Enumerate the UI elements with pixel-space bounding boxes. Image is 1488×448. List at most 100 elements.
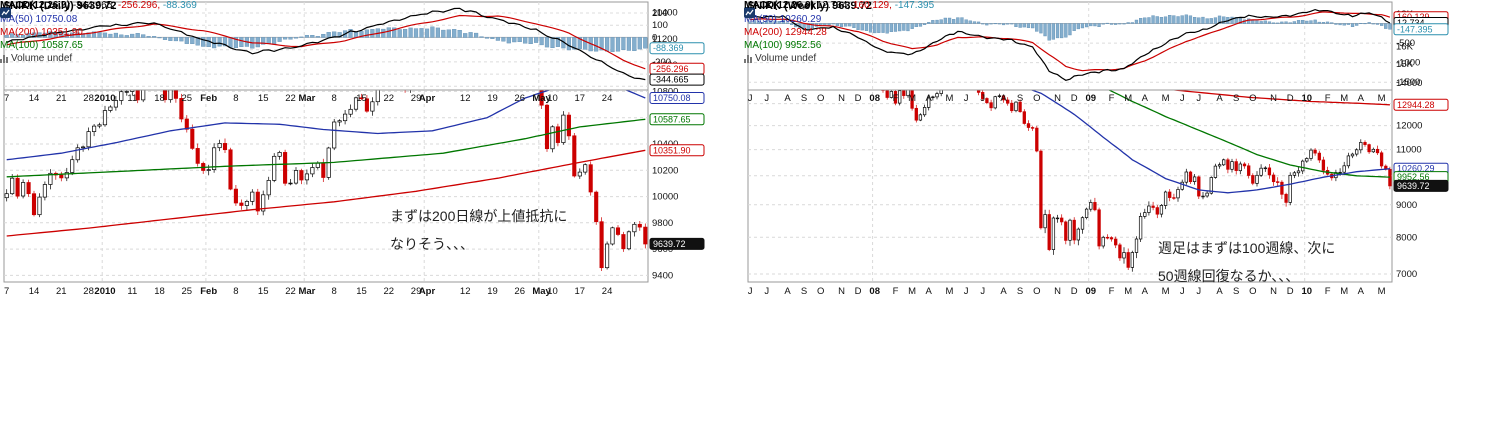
weekly-annotation: 週足はまずは100週線、次に 50週線回復なるか、、、 — [1158, 240, 1336, 284]
svg-text:08: 08 — [869, 286, 880, 297]
svg-text:26: 26 — [514, 93, 525, 104]
svg-text:D: D — [855, 93, 862, 104]
svg-text:28: 28 — [83, 286, 94, 297]
svg-text:Apr: Apr — [419, 286, 436, 297]
macd-hist-value: -88.369 — [162, 0, 197, 11]
svg-text:12944.28: 12944.28 — [1397, 100, 1435, 110]
ma50-legend: MA(50) 10260.29 — [744, 14, 822, 25]
svg-text:24: 24 — [602, 286, 613, 297]
svg-text:Mar: Mar — [298, 93, 315, 104]
svg-text:11400: 11400 — [652, 8, 678, 19]
weekly-chart-panel: 18K17K16K15K1400012000110009000800070001… — [744, 0, 1488, 448]
svg-text:2010: 2010 — [94, 93, 115, 104]
svg-text:9800: 9800 — [652, 218, 673, 229]
svg-text:May: May — [532, 93, 551, 104]
svg-text:17: 17 — [575, 286, 586, 297]
svg-text:11000: 11000 — [1396, 145, 1422, 156]
svg-text:10200: 10200 — [652, 165, 678, 176]
svg-text:100: 100 — [652, 20, 668, 31]
svg-text:10: 10 — [1302, 286, 1313, 297]
svg-text:9639.72: 9639.72 — [1397, 181, 1430, 191]
svg-text:200: 200 — [652, 8, 668, 19]
svg-text:A: A — [1000, 286, 1007, 297]
volume-legend: Volume undef — [744, 52, 872, 65]
svg-text:8000: 8000 — [1396, 232, 1417, 243]
svg-text:8: 8 — [233, 286, 238, 297]
ma50-legend: MA(50) 10750.08 — [0, 14, 78, 25]
svg-text:14: 14 — [29, 286, 40, 297]
svg-text:Mar: Mar — [298, 286, 315, 297]
svg-text:A: A — [1142, 93, 1149, 104]
svg-text:10: 10 — [1302, 93, 1313, 104]
svg-text:D: D — [855, 286, 862, 297]
svg-text:10351.90: 10351.90 — [653, 145, 691, 155]
svg-text:A: A — [1216, 286, 1223, 297]
svg-text:O: O — [1249, 93, 1256, 104]
svg-text:24: 24 — [602, 93, 613, 104]
svg-text:S: S — [1233, 93, 1239, 104]
svg-text:15: 15 — [258, 286, 269, 297]
svg-text:M: M — [908, 93, 916, 104]
svg-text:S: S — [1017, 286, 1023, 297]
svg-text:12000: 12000 — [1396, 121, 1422, 132]
svg-text:29: 29 — [411, 93, 422, 104]
volume-bars-icon — [0, 54, 8, 63]
daily-legend: $NIKK (Daily) 9639.72 MA(50) 10750.08 MA… — [0, 0, 117, 65]
svg-text:21: 21 — [56, 93, 67, 104]
svg-text:-344.665: -344.665 — [653, 75, 689, 85]
svg-text:12.734: 12.734 — [1397, 18, 1425, 28]
svg-text:M: M — [946, 93, 954, 104]
svg-text:7: 7 — [4, 93, 9, 104]
svg-text:A: A — [1216, 93, 1223, 104]
svg-text:A: A — [1142, 286, 1149, 297]
svg-text:Apr: Apr — [419, 93, 436, 104]
svg-text:15K: 15K — [1396, 59, 1414, 70]
svg-text:S: S — [1017, 93, 1023, 104]
svg-text:17: 17 — [575, 93, 586, 104]
svg-text:J: J — [764, 93, 769, 104]
svg-text:25: 25 — [182, 286, 193, 297]
macd-signal-value: -256.296, — [117, 0, 161, 11]
svg-text:12: 12 — [460, 93, 471, 104]
weekly-title-row: $NIKK (Weekly) 9639.72 — [744, 0, 872, 18]
svg-text:O: O — [1249, 286, 1256, 297]
svg-text:D: D — [1287, 93, 1294, 104]
svg-text:O: O — [1033, 286, 1040, 297]
svg-text:A: A — [784, 286, 791, 297]
volume-bars-icon — [744, 54, 752, 63]
svg-text:N: N — [1054, 93, 1061, 104]
svg-text:14000: 14000 — [1396, 78, 1422, 89]
svg-text:22: 22 — [384, 93, 395, 104]
svg-text:10: 10 — [547, 93, 558, 104]
svg-text:A: A — [926, 93, 933, 104]
svg-text:A: A — [1358, 93, 1365, 104]
svg-text:A: A — [1358, 286, 1365, 297]
macd-label: MACD(12,26,9) — [0, 0, 71, 11]
svg-text:S: S — [801, 93, 807, 104]
svg-text:F: F — [1109, 286, 1115, 297]
svg-text:12: 12 — [460, 286, 471, 297]
svg-text:J: J — [1196, 93, 1201, 104]
svg-text:9000: 9000 — [1396, 200, 1417, 211]
svg-text:11: 11 — [127, 93, 137, 104]
svg-text:22: 22 — [285, 286, 296, 297]
weekly-legend: $NIKK (Weekly) 9639.72 MA(50) 10260.29 M… — [744, 0, 872, 65]
macd-signal-value: 160.129, — [852, 0, 892, 11]
svg-text:J: J — [748, 93, 753, 104]
svg-text:25: 25 — [182, 93, 193, 104]
svg-text:-88.369: -88.369 — [653, 43, 684, 53]
svg-text:22: 22 — [285, 93, 296, 104]
macd-label: MACD(12,26,9) — [744, 0, 815, 11]
svg-text:9952.56: 9952.56 — [1397, 172, 1430, 182]
ma200-legend: MA(200) 10351.90 — [0, 27, 83, 38]
daily-title-row: $NIKK (Daily) 9639.72 — [0, 0, 117, 18]
macd-value: 12.734, — [816, 0, 851, 11]
svg-text:D: D — [1071, 286, 1078, 297]
svg-text:F: F — [893, 286, 899, 297]
svg-text:15: 15 — [356, 93, 367, 104]
ma100-legend: MA(100) 9952.56 — [744, 40, 822, 51]
svg-text:8: 8 — [233, 93, 238, 104]
svg-text:J: J — [980, 286, 985, 297]
svg-text:10260.29: 10260.29 — [1397, 164, 1435, 174]
